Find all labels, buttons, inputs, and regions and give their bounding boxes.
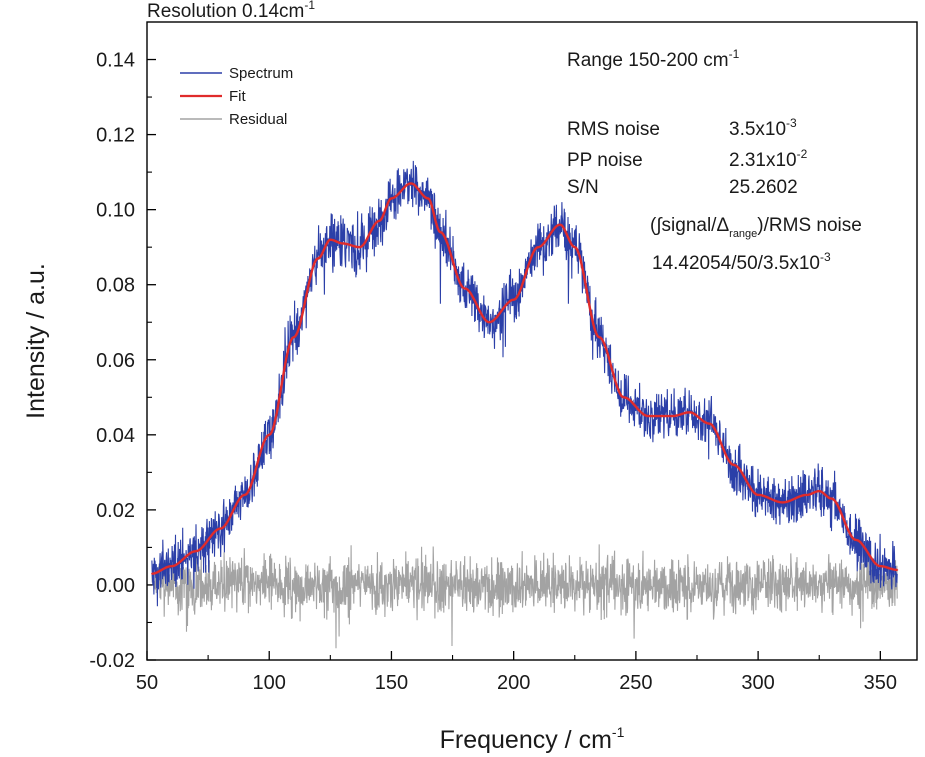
rms-noise-value: 3.5x10-3 [729, 116, 797, 140]
resolution-label: Resolution 0.14cm-1 [147, 0, 315, 22]
fit-data-point [378, 220, 381, 222]
fit-data-point [427, 197, 429, 200]
sn-label: S/N [567, 177, 599, 198]
fit-data-point [268, 434, 271, 436]
fit-data-point [896, 569, 899, 571]
fit-data-point [830, 497, 833, 500]
fit-data-point [219, 527, 222, 530]
fit-data-point [806, 494, 808, 496]
calc-annotation: 14.42054/50/3.5x10-3 [652, 250, 831, 274]
fit-data-point [598, 336, 600, 339]
fit-data-point [574, 246, 576, 248]
y-tick-label: 0.04 [96, 425, 135, 447]
fit-data-point [439, 231, 442, 233]
fit-data-point [151, 572, 153, 575]
fit-data-point [341, 242, 344, 245]
fit-data-point [671, 415, 674, 417]
fit-data-point [879, 565, 882, 567]
y-tick-label: 0.06 [96, 350, 135, 372]
legend-label-fit: Fit [229, 88, 246, 105]
fit-data-point [410, 182, 412, 185]
pp-noise-label: PP noise [567, 150, 643, 171]
fit-data-point [317, 257, 319, 260]
fit-data-point [688, 411, 691, 414]
fit-series-line [151, 182, 898, 575]
sn-value: 25.2602 [729, 177, 798, 198]
spectrum-series-line [151, 160, 898, 607]
x-tick-label: 100 [253, 672, 286, 694]
y-tick-label: 0.02 [96, 500, 135, 522]
fit-data-point [390, 197, 393, 200]
x-tick-label: 300 [741, 672, 774, 694]
legend-label-spectrum: Spectrum [229, 65, 293, 82]
fit-data-point [358, 246, 361, 248]
fit-data-point [757, 494, 759, 496]
y-tick-label: 0.10 [96, 200, 135, 222]
x-axis-title: Frequency / cm-1 [440, 724, 625, 754]
y-tick-label: 0.14 [96, 50, 135, 72]
fit-data-point [732, 464, 735, 466]
fit-data-point [329, 238, 332, 241]
y-tick-label: 0.12 [96, 125, 135, 147]
fit-data-point [647, 415, 649, 417]
fit-data-point [195, 550, 197, 552]
plot-frame [146, 21, 918, 661]
x-axis: 50 100 150 200 250 300 350 [136, 651, 897, 694]
range-annotation: Range 150-200 cm-1 [567, 47, 740, 71]
fit-data-point [622, 396, 625, 399]
fit-data-point [559, 223, 561, 226]
fit-data-point [537, 246, 539, 248]
residual-series-line [151, 544, 898, 649]
formula-annotation: (∫signal/Δrange)/RMS noise [650, 215, 862, 240]
x-tick-label: 250 [619, 672, 652, 694]
fit-data-point [708, 422, 710, 425]
fit-data-point [512, 298, 515, 301]
fit-data-point [170, 565, 173, 567]
annotation-block: Range 150-200 cm-1 RMS noise 3.5x10-3 PP… [567, 47, 862, 274]
legend-label-residual: Residual [229, 111, 287, 128]
fit-data-point [818, 490, 820, 492]
y-axis-title: Intensity / a.u. [22, 263, 50, 419]
x-tick-label: 200 [497, 672, 530, 694]
fit-data-point [244, 494, 246, 496]
fit-data-point [292, 336, 295, 339]
fit-data-point [855, 539, 857, 541]
fit-data-point [464, 287, 466, 290]
y-axis: -0.02 0.00 0.02 0.04 0.06 0.08 0.10 0.12 0.14 [89, 50, 156, 672]
series-layer [151, 160, 899, 649]
legend: Spectrum Fit Residual [180, 65, 293, 128]
x-tick-label: 50 [136, 672, 158, 694]
pp-noise-value: 2.31x10-2 [729, 147, 808, 171]
fit-data-point [488, 321, 491, 324]
x-tick-label: 150 [375, 672, 408, 694]
y-tick-label: 0.08 [96, 275, 135, 297]
fit-data-point [781, 501, 784, 504]
y-tick-label: -0.02 [89, 650, 135, 672]
x-tick-label: 350 [864, 672, 897, 694]
y-tick-label: 0.00 [96, 575, 135, 597]
rms-noise-label: RMS noise [567, 119, 660, 140]
